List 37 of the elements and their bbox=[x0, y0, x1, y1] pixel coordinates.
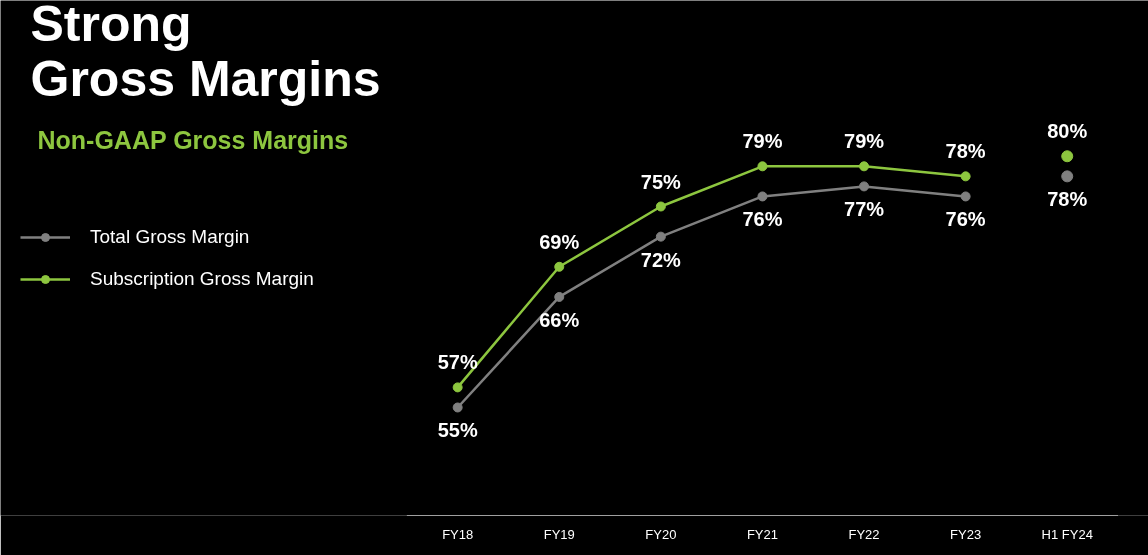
data-label: 79% bbox=[844, 130, 885, 153]
point bbox=[960, 191, 971, 202]
x-tick-label: H1 FY24 bbox=[1041, 526, 1093, 542]
point bbox=[859, 161, 870, 172]
point bbox=[757, 191, 768, 202]
point bbox=[452, 382, 463, 393]
point bbox=[960, 171, 971, 182]
data-label: 75% bbox=[640, 170, 682, 193]
data-label: 78% bbox=[1047, 188, 1088, 211]
data-label: 80% bbox=[1047, 120, 1088, 143]
legend-label: Total Gross Margin bbox=[90, 226, 250, 248]
point bbox=[452, 402, 463, 413]
data-label: 69% bbox=[539, 230, 580, 253]
data-label: 57% bbox=[437, 351, 478, 374]
x-tick-label: FY19 bbox=[543, 526, 575, 542]
x-tick-label: FY18 bbox=[442, 526, 474, 542]
data-label: 79% bbox=[742, 130, 783, 153]
chart-title: Strong Gross Margins bbox=[30, 0, 381, 107]
point bbox=[757, 161, 768, 172]
point bbox=[859, 181, 870, 192]
point bbox=[554, 261, 565, 272]
data-label: 76% bbox=[742, 208, 783, 231]
point bbox=[554, 291, 565, 302]
text: Non-GAAP Gross Margins bbox=[37, 125, 349, 154]
data-label: 66% bbox=[539, 308, 580, 331]
x-tick-label: FY21 bbox=[746, 526, 778, 542]
legend-label: Subscription Gross Margin bbox=[90, 268, 314, 290]
data-label: 72% bbox=[640, 248, 682, 271]
data-label: 76% bbox=[945, 208, 986, 231]
x-tick-label: FY22 bbox=[848, 526, 880, 542]
x-tick-label: FY23 bbox=[950, 526, 982, 542]
data-label: 77% bbox=[844, 198, 885, 221]
data-label: 78% bbox=[945, 140, 986, 163]
point bbox=[655, 231, 666, 242]
data-label: 55% bbox=[437, 419, 478, 442]
point bbox=[655, 201, 666, 212]
x-tick-label: FY20 bbox=[645, 526, 677, 542]
